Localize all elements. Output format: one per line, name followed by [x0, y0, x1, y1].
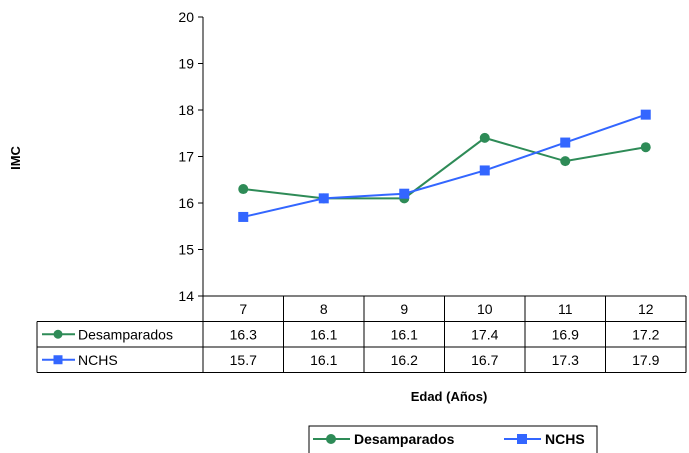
- y-axis-label: IMC: [8, 145, 23, 169]
- data-table: 7 8 9 10 11 12 Desamparados 16.3 16.1 16.1 17.4 16.…: [36, 296, 687, 373]
- data-point: [238, 211, 249, 222]
- y-tick-label: 17: [178, 149, 194, 165]
- table-value: 16.1: [310, 352, 337, 368]
- table-value: 17.9: [632, 352, 659, 368]
- x-tick-label: 7: [239, 301, 247, 317]
- table-value: 17.2: [632, 326, 659, 342]
- plot-area: 14 15 16 17 18 19 20: [178, 9, 686, 304]
- legend-label: Desamparados: [354, 431, 455, 447]
- table-value: 16.2: [391, 352, 418, 368]
- y-tick-label: 14: [178, 288, 194, 304]
- table-series-label: NCHS: [78, 352, 118, 368]
- legend: Desamparados NCHS: [308, 425, 598, 453]
- x-tick-label: 12: [638, 301, 654, 317]
- data-point: [238, 184, 249, 195]
- data-point: [318, 193, 329, 204]
- legend-key-marker: [517, 434, 527, 444]
- table-legend-key-marker: [53, 355, 63, 365]
- x-tick-label: 11: [558, 301, 573, 317]
- data-point: [560, 137, 571, 148]
- table-legend-key-marker: [53, 329, 63, 339]
- data-point: [560, 156, 571, 167]
- x-tick-label: 9: [400, 301, 408, 317]
- y-tick-label: 16: [178, 195, 194, 211]
- table-series-label: Desamparados: [78, 326, 173, 342]
- table-value: 16.1: [391, 326, 418, 342]
- legend-key-marker: [326, 434, 336, 444]
- data-point: [479, 132, 490, 143]
- series-line: [243, 136, 646, 200]
- legend-box: [308, 425, 598, 453]
- table-value: 17.3: [552, 352, 579, 368]
- table-value: 15.7: [230, 352, 257, 368]
- data-point: [399, 188, 410, 199]
- y-tick-label: 20: [178, 9, 194, 25]
- table-value: 16.9: [552, 326, 579, 342]
- table-value: 16.3: [230, 326, 257, 342]
- series-line: [243, 113, 647, 218]
- y-tick-label: 18: [178, 102, 194, 118]
- x-tick-label: 8: [320, 301, 328, 317]
- data-point: [640, 142, 651, 153]
- data-point: [479, 165, 490, 176]
- y-tick-label: 15: [178, 242, 194, 258]
- table-value: 16.7: [471, 352, 498, 368]
- x-tick-label: 10: [477, 301, 493, 317]
- legend-label: NCHS: [545, 431, 585, 447]
- x-axis-label: Edad (Años): [411, 389, 488, 404]
- data-point: [640, 109, 651, 120]
- table-value: 17.4: [471, 326, 498, 342]
- y-tick-label: 19: [178, 56, 194, 72]
- table-value: 16.1: [310, 326, 337, 342]
